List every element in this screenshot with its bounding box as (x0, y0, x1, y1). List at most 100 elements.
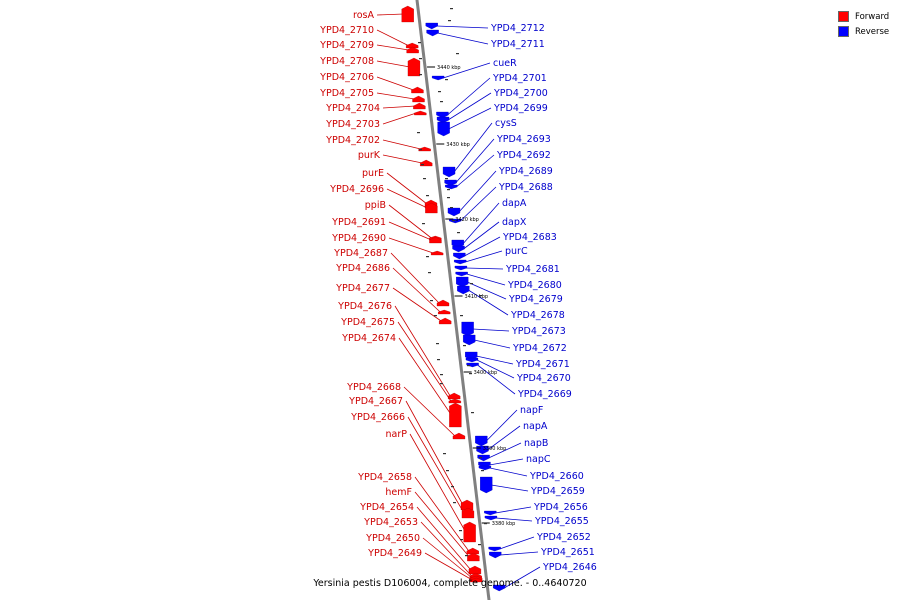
gene-label-napc: napC (526, 454, 551, 465)
minor-feature-mark (450, 8, 453, 10)
forward-swatch (838, 11, 849, 22)
gene-feature-ypd4-2686 (438, 309, 451, 315)
gene-label-ypd4-2651: YPD4_2651 (540, 547, 595, 558)
minor-feature-mark (440, 374, 443, 376)
leader-ypd4-2711 (437, 32, 489, 45)
leader-dapa (462, 202, 500, 245)
gene-feature-ypd4-2706 (411, 86, 424, 94)
leader-ypd4-2674 (398, 337, 452, 416)
gene-label-ypd4-2703: YPD4_2703 (325, 119, 380, 130)
leader-ypd4-2667 (405, 400, 464, 506)
gene-feature-ypd4-2701 (436, 111, 449, 119)
minor-feature-mark (457, 232, 460, 234)
leader-ypd4-2701 (447, 77, 491, 116)
gene-feature-ypd4-2652 (488, 546, 501, 552)
genome-caption: Yersinia pestis D106004, complete genome… (0, 578, 900, 589)
gene-label-ypd4-2659: YPD4_2659 (530, 486, 585, 497)
gene-label-ypd4-2670: YPD4_2670 (516, 373, 571, 384)
scale-label-3420-kbp: 3420 kbp (455, 217, 479, 223)
gene-feature-ypd4-2651 (489, 551, 502, 559)
gene-label-cuer: cueR (493, 58, 517, 69)
gene-label-purk: purK (358, 150, 381, 161)
gene-feature-ypd4-2687 (436, 299, 450, 307)
gene-feature-ypd4-2691 (429, 236, 442, 244)
minor-feature-mark (479, 457, 482, 459)
leader-napb (488, 442, 522, 459)
gene-feature-ypd4-2681 (454, 265, 468, 271)
gene-feature-cyss (442, 166, 456, 178)
legend-item-forward: Forward (838, 9, 889, 24)
leader-ypd4-2702 (382, 139, 421, 150)
gene-feature-ypd4-2683 (453, 252, 466, 260)
minor-feature-mark (463, 345, 466, 347)
leader-ypd4-2691 (388, 221, 432, 241)
gene-feature-ypd4-2689 (447, 207, 461, 217)
minor-feature-mark (440, 101, 443, 103)
gene-label-purc: purC (505, 246, 528, 257)
gene-label-ypd4-2696: YPD4_2696 (329, 184, 384, 195)
minor-feature-mark (419, 58, 422, 60)
leader-hemf (414, 491, 470, 558)
leader-rosa (376, 13, 404, 16)
leader-narp (409, 433, 466, 533)
leader-ppib (388, 204, 432, 239)
gene-label-ypd4-2683: YPD4_2683 (502, 232, 557, 243)
leader-ypd4-2658 (414, 476, 470, 552)
gene-label-ypd4-2702: YPD4_2702 (325, 135, 380, 146)
gene-label-narp: narP (386, 429, 408, 440)
gene-label-ypd4-2650: YPD4_2650 (365, 533, 420, 544)
gene-feature-ypd4-2704 (413, 102, 426, 110)
gene-feature-ypd4-2690 (430, 250, 444, 256)
minor-feature-mark (445, 79, 448, 81)
minor-feature-mark (443, 453, 446, 455)
gene-feature-ypd4-2678 (457, 285, 470, 295)
minor-feature-mark (456, 53, 459, 55)
caption-text: Yersinia pestis D106004, complete genome… (313, 578, 587, 589)
gene-label-rosa: rosA (353, 10, 374, 21)
gene-label-ypd4-2656: YPD4_2656 (533, 502, 588, 513)
gene-label-ypd4-2681: YPD4_2681 (505, 264, 560, 275)
leader-ypd4-2652 (499, 536, 535, 550)
gene-label-ypd4-2679: YPD4_2679 (508, 294, 563, 305)
gene-label-ypd4-2667: YPD4_2667 (348, 396, 403, 407)
gene-feature-ypd4-2649 (470, 577, 483, 583)
gene-feature-ypd4-2699 (437, 121, 450, 137)
gene-label-ypd4-2653: YPD4_2653 (363, 517, 418, 528)
gene-feature-ypd4-2680 (455, 271, 468, 277)
minor-feature-mark (418, 42, 421, 44)
leader-ypd4-2677 (392, 287, 442, 322)
gene-label-cyss: cysS (495, 118, 517, 129)
leader-ypd4-2669 (477, 364, 516, 395)
leader-napa (487, 425, 521, 451)
gene-feature-ypd4-2658 (466, 547, 479, 555)
gene-label-ypd4-2712: YPD4_2712 (490, 23, 545, 34)
minor-feature-mark (465, 555, 468, 557)
legend-label-forward: Forward (855, 11, 890, 22)
gene-label-ypd4-2693: YPD4_2693 (496, 134, 551, 145)
gene-label-ypd4-2680: YPD4_2680 (507, 280, 562, 291)
gene-label-ypd4-2706: YPD4_2706 (319, 72, 374, 83)
leader-ypd4-2709 (376, 44, 409, 51)
gene-feature-napb (477, 454, 490, 462)
gene-label-ypd4-2674: YPD4_2674 (341, 333, 396, 344)
gene-feature-ypd4-2705 (412, 95, 425, 103)
minor-feature-mark (459, 530, 462, 532)
gene-label-ypd4-2672: YPD4_2672 (512, 343, 567, 354)
leader-ypd4-2686 (392, 267, 441, 313)
leader-ypd4-2660 (489, 467, 528, 477)
gene-label-ypd4-2675: YPD4_2675 (340, 317, 395, 328)
minor-feature-mark (419, 74, 422, 76)
gene-label-ypd4-2689: YPD4_2689 (498, 166, 553, 177)
leader-ypd4-2703 (382, 112, 417, 125)
minor-feature-mark (434, 315, 437, 317)
gene-feature-ypd4-2712 (425, 22, 438, 30)
leader-purk (382, 154, 423, 164)
gene-feature-ypd4-2709 (406, 46, 419, 54)
minor-feature-mark (436, 343, 439, 345)
gene-feature-ypd4-2710 (406, 42, 419, 49)
minor-feature-mark (460, 315, 463, 317)
minor-feature-mark (460, 539, 463, 541)
minor-feature-mark (438, 91, 441, 93)
leader-ypd4-2649 (424, 552, 473, 581)
